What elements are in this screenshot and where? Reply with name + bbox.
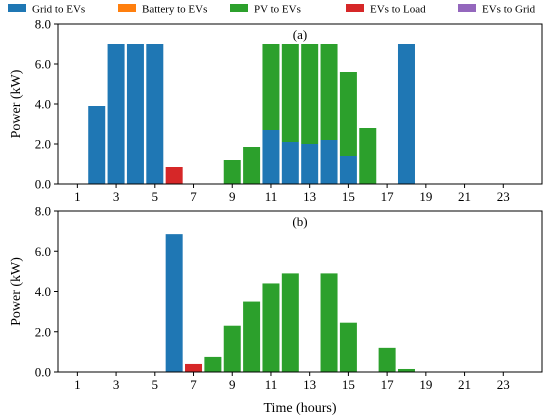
bar-grid-to-evs-hour-6 (165, 234, 183, 372)
bar-grid-to-evs-hour-4 (126, 44, 144, 184)
bar-pv-to-evs-hour-12 (281, 273, 299, 372)
panel-title: (a) (293, 27, 307, 42)
y-tick-label: 8.0 (35, 17, 51, 32)
bar-pv-to-evs-hour-16 (359, 128, 377, 184)
bar-grid-to-evs-hour-2 (88, 106, 106, 184)
x-tick-label: 15 (342, 189, 355, 204)
x-tick-label: 1 (74, 189, 81, 204)
bar-pv-to-evs-hour-15 (339, 72, 357, 156)
x-tick-label: 7 (190, 189, 197, 204)
bar-pv-to-evs-hour-17 (378, 347, 396, 372)
x-tick-label: 17 (381, 189, 395, 204)
x-tick-label: 7 (190, 377, 197, 392)
y-tick-label: 2.0 (35, 324, 51, 339)
bar-pv-to-evs-hour-11 (262, 283, 280, 372)
y-tick-label: 6.0 (35, 244, 51, 259)
bar-grid-to-evs-hour-5 (146, 44, 164, 184)
bar-pv-to-evs-hour-10 (243, 301, 261, 372)
bar-pv-to-evs-hour-8 (204, 356, 222, 372)
y-tick-label: 6.0 (35, 57, 51, 72)
x-tick-label: 1 (74, 377, 81, 392)
x-tick-label: 23 (497, 189, 510, 204)
x-tick-label: 13 (303, 189, 316, 204)
bar-grid-to-evs-hour-13 (301, 144, 319, 184)
bars (88, 44, 415, 184)
x-tick-label: 3 (113, 189, 120, 204)
bar-evs-to-load-hour-7 (185, 363, 203, 372)
bar-evs-to-load-hour-6 (165, 167, 183, 184)
x-tick-label: 19 (419, 189, 432, 204)
y-axis-label: Power (kW) (9, 69, 24, 138)
bar-pv-to-evs-hour-11 (262, 44, 280, 130)
bars (165, 234, 415, 372)
legend-label-evs-to-grid: EVs to Grid (482, 4, 536, 16)
bar-pv-to-evs-hour-10 (243, 147, 261, 184)
bar-pv-to-evs-hour-13 (301, 44, 319, 144)
bar-grid-to-evs-hour-11 (262, 130, 280, 184)
bar-grid-to-evs-hour-3 (107, 44, 125, 184)
x-tick-label: 21 (458, 377, 471, 392)
bar-pv-to-evs-hour-12 (281, 44, 299, 142)
x-tick-label: 11 (265, 189, 278, 204)
bar-grid-to-evs-hour-18 (397, 44, 415, 184)
legend-swatch-pv-to-evs (230, 4, 248, 12)
x-tick-label: 13 (303, 377, 316, 392)
y-tick-label: 8.0 (35, 204, 51, 219)
x-tick-label: 19 (419, 377, 432, 392)
bar-grid-to-evs-hour-12 (281, 142, 299, 184)
bar-pv-to-evs-hour-9 (223, 160, 241, 184)
panel-title: (b) (292, 214, 307, 229)
panel-a: 1 3 5 7 9 11 13 15 17 19 21 230.02.04.06.08.0(a)Pow… (9, 17, 543, 204)
bar-pv-to-evs-hour-18 (397, 368, 415, 372)
legend-swatch-battery-to-evs (118, 4, 136, 12)
panel-b: 1 3 5 7 9 11 13 15 17 19 21 230.02.04.06.08.0(b)Pow… (9, 204, 543, 416)
y-axis-label: Power (kW) (9, 257, 24, 326)
x-tick-label: 17 (381, 377, 395, 392)
y-tick-label: 4.0 (35, 97, 51, 112)
x-tick-label: 9 (229, 377, 236, 392)
legend-swatch-grid-to-evs (8, 4, 26, 12)
y-tick-label: 2.0 (35, 137, 51, 152)
x-tick-label: 23 (497, 377, 510, 392)
legend-label-pv-to-evs: PV to EVs (254, 4, 301, 16)
legend-label-grid-to-evs: Grid to EVs (32, 4, 85, 16)
chart-legend: Grid to EVs Battery to EVs PV to EVs EVs to… (8, 4, 536, 16)
legend-swatch-evs-to-load (346, 4, 364, 12)
x-tick-label: 15 (342, 377, 355, 392)
y-tick-label: 0.0 (35, 177, 51, 192)
x-tick-label: 21 (458, 189, 471, 204)
x-tick-label: 5 (152, 189, 159, 204)
legend-label-battery-to-evs: Battery to EVs (142, 4, 207, 16)
x-tick-label: 3 (113, 377, 120, 392)
x-tick-label: 5 (152, 377, 159, 392)
bar-pv-to-evs-hour-9 (223, 325, 241, 372)
y-tick-label: 0.0 (35, 365, 51, 380)
x-tick-label: 9 (229, 189, 236, 204)
bar-grid-to-evs-hour-14 (320, 140, 338, 184)
plot-frame (57, 210, 543, 373)
x-axis-label: Time (hours) (264, 401, 337, 416)
bar-pv-to-evs-hour-15 (339, 322, 357, 372)
legend-label-evs-to-load: EVs to Load (370, 4, 426, 16)
legend-swatch-evs-to-grid (458, 4, 476, 12)
y-tick-label: 4.0 (35, 284, 51, 299)
bar-grid-to-evs-hour-15 (339, 156, 357, 184)
x-tick-label: 11 (265, 377, 278, 392)
bar-pv-to-evs-hour-14 (320, 44, 338, 140)
bar-pv-to-evs-hour-14 (320, 273, 338, 372)
